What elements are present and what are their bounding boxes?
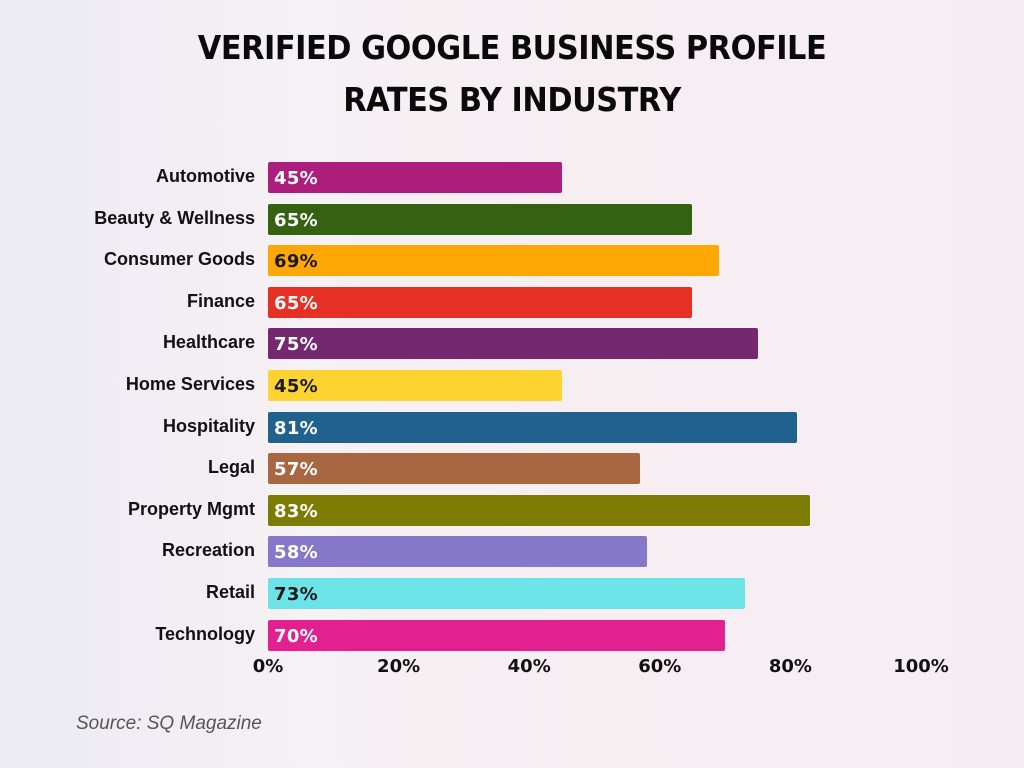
category-label: Automotive bbox=[156, 166, 255, 186]
bar: 65% bbox=[268, 286, 693, 318]
chart-title-line-2: RATES BY INDUSTRY bbox=[343, 80, 681, 119]
x-axis-tick-label: 100% bbox=[893, 656, 949, 677]
x-axis-tick-label: 40% bbox=[507, 656, 551, 677]
bar: 73% bbox=[268, 578, 745, 609]
category-label: Finance bbox=[186, 290, 255, 311]
bar: 58% bbox=[268, 536, 647, 568]
bar-row: Consumer Goods 69% bbox=[0, 245, 1024, 277]
category-label: Retail bbox=[205, 582, 255, 602]
bar: 75% bbox=[268, 328, 758, 360]
bar-row: Beauty & Wellness 65% bbox=[0, 203, 1024, 235]
x-axis-tick-label: 20% bbox=[377, 656, 421, 677]
category-label: Legal bbox=[207, 457, 255, 478]
value-label: 69% bbox=[274, 251, 318, 273]
value-label: 70% bbox=[274, 625, 318, 647]
value-label: 81% bbox=[274, 417, 318, 439]
x-axis-tick-label: 0% bbox=[252, 656, 284, 677]
bar: 69% bbox=[268, 245, 719, 277]
bar-row: Healthcare 75% bbox=[0, 328, 1024, 360]
bar: 45% bbox=[268, 162, 562, 193]
bar-row: Home Services 45% bbox=[0, 370, 1024, 401]
bar-row: Technology 70% bbox=[0, 619, 1024, 651]
bar: 70% bbox=[268, 619, 726, 651]
bar: 81% bbox=[268, 411, 797, 443]
bar-row: Legal 57% bbox=[0, 453, 1024, 485]
x-axis-tick-label: 60% bbox=[638, 656, 682, 677]
value-label: 58% bbox=[274, 542, 318, 564]
category-label: Property Mgmt bbox=[127, 498, 255, 519]
value-label: 65% bbox=[274, 292, 318, 314]
value-label: 57% bbox=[274, 459, 318, 481]
bar: 57% bbox=[268, 453, 641, 485]
chart-title: VERIFIED GOOGLE BUSINESS PROFILE RATES B… bbox=[41, 22, 983, 126]
value-label: 73% bbox=[274, 584, 318, 605]
category-label: Home Services bbox=[125, 374, 255, 394]
bar: 45% bbox=[268, 370, 562, 401]
category-label: Consumer Goods bbox=[103, 249, 255, 270]
category-label: Beauty & Wellness bbox=[94, 207, 255, 228]
value-label: 83% bbox=[274, 500, 318, 522]
bar-row: Finance 65% bbox=[0, 286, 1024, 318]
bar: 83% bbox=[268, 494, 810, 526]
bar-row: Hospitality 81% bbox=[0, 411, 1024, 443]
category-label: Hospitality bbox=[162, 415, 255, 436]
bar: 65% bbox=[268, 203, 693, 235]
value-label: 65% bbox=[274, 209, 318, 231]
chart-title-line-1: VERIFIED GOOGLE BUSINESS PROFILE bbox=[197, 28, 827, 67]
value-label: 75% bbox=[274, 334, 318, 356]
x-axis-tick-label: 80% bbox=[768, 656, 812, 677]
bar-row: Retail 73% bbox=[0, 578, 1024, 609]
bar-row: Recreation 58% bbox=[0, 536, 1024, 568]
source-caption: Source: SQ Magazine bbox=[76, 713, 262, 734]
bar-row: Automotive 45% bbox=[0, 162, 1024, 193]
category-label: Recreation bbox=[161, 540, 255, 561]
value-label: 45% bbox=[274, 168, 318, 189]
category-label: Technology bbox=[155, 623, 255, 644]
category-label: Healthcare bbox=[162, 332, 255, 353]
bar-row: Property Mgmt 83% bbox=[0, 494, 1024, 526]
value-label: 45% bbox=[274, 376, 318, 397]
